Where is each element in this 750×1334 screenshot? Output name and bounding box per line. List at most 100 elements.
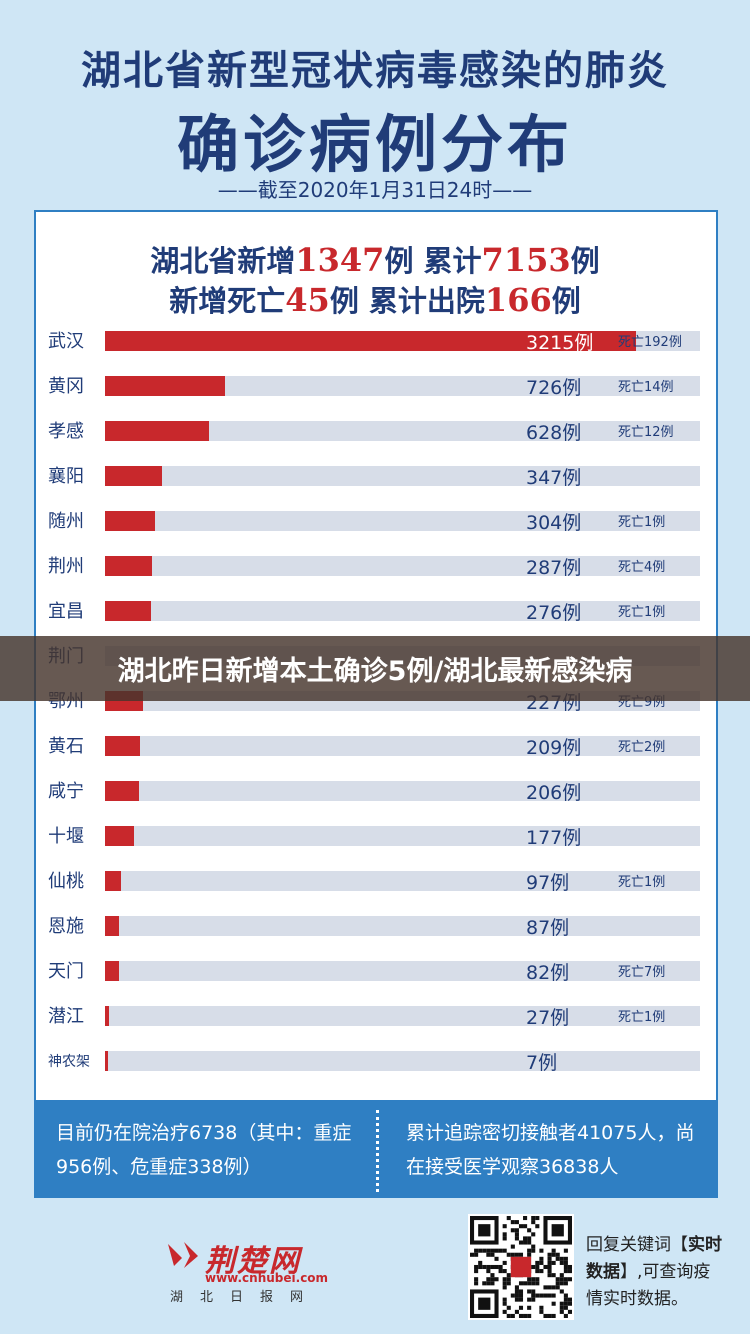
death-count-label: 死亡1例 xyxy=(618,515,666,530)
city-label: 十堰 xyxy=(48,826,84,847)
info-divider xyxy=(376,1110,379,1192)
city-label: 荆州 xyxy=(48,556,84,577)
case-count-label: 347例 xyxy=(526,467,582,489)
city-label: 宜昌 xyxy=(48,601,84,622)
new-deaths: 45 xyxy=(285,281,330,319)
case-count-label: 97例 xyxy=(526,872,570,894)
bar-row: 咸宁 206例 xyxy=(0,781,750,826)
bar-row: 武汉 3215例 死亡192例 xyxy=(0,331,750,376)
hospital-info: 目前仍在院治疗6738（其中：重症956例、危重症338例） xyxy=(56,1122,352,1178)
bar-track xyxy=(105,916,700,936)
bar xyxy=(105,781,140,801)
case-count-label: 304例 xyxy=(526,512,582,534)
logo-subtitle: 湖北日报网 xyxy=(170,1290,321,1305)
death-count-label: 死亡192例 xyxy=(618,335,682,350)
summary-text-e: 例 累计出院 xyxy=(329,284,485,318)
qr-keyword: 实时数据 xyxy=(586,1235,722,1282)
bar-row: 随州 304例 死亡1例 xyxy=(0,511,750,556)
summary-text-f: 例 xyxy=(551,284,581,318)
summary-text-c: 例 xyxy=(570,244,600,278)
bar xyxy=(105,376,225,396)
city-label: 襄阳 xyxy=(48,466,84,487)
discharged: 166 xyxy=(484,281,552,319)
death-count-label: 死亡4例 xyxy=(618,560,666,575)
case-count-label: 276例 xyxy=(526,602,582,624)
city-label: 黄石 xyxy=(48,736,84,757)
bar xyxy=(105,511,156,531)
bar xyxy=(105,736,140,756)
summary-text-d: 新增死亡 xyxy=(169,284,286,318)
summary-text-b: 例 累计 xyxy=(384,244,482,278)
city-label: 潜江 xyxy=(48,1006,84,1027)
bar xyxy=(105,871,122,891)
city-label: 仙桃 xyxy=(48,871,84,892)
bar-row: 天门 82例 死亡7例 xyxy=(0,961,750,1006)
summary-line1: 湖北省新增1347例 累计7153例 xyxy=(0,238,750,280)
bar-row: 恩施 87例 xyxy=(0,916,750,961)
death-count-label: 死亡1例 xyxy=(618,875,666,890)
case-count-label: 7例 xyxy=(526,1052,558,1074)
bar xyxy=(105,601,151,621)
bar-track xyxy=(105,421,700,441)
case-count-label: 177例 xyxy=(526,827,582,849)
death-count-label: 死亡1例 xyxy=(618,605,666,620)
case-count-label: 287例 xyxy=(526,557,582,579)
new-cases: 1347 xyxy=(295,241,385,279)
bar xyxy=(105,961,119,981)
city-label: 神农架 xyxy=(48,1054,90,1070)
bar xyxy=(105,466,163,486)
qr-caption-a: 回复关键词【 xyxy=(586,1235,688,1255)
bar-track xyxy=(105,511,700,531)
bar-row: 黄石 209例 死亡2例 xyxy=(0,736,750,781)
contact-info: 累计追踪密切接触者41075人，尚在接受医学观察36838人 xyxy=(406,1122,695,1178)
death-count-label: 死亡2例 xyxy=(618,740,666,755)
case-count-label: 87例 xyxy=(526,917,570,939)
case-count-label: 726例 xyxy=(526,377,582,399)
case-count-label: 209例 xyxy=(526,737,582,759)
qr-caption: 回复关键词【实时数据】,可查询疫情实时数据。 xyxy=(586,1232,726,1313)
bar-row: 神农架 7例 xyxy=(0,1051,750,1096)
bar-row: 孝感 628例 死亡12例 xyxy=(0,421,750,466)
logo-name: 荆楚网 xyxy=(205,1244,301,1279)
bar-track xyxy=(105,781,700,801)
bar-row: 宜昌 276例 死亡1例 xyxy=(0,601,750,646)
death-count-label: 死亡1例 xyxy=(618,1010,666,1025)
banner-text: 湖北昨日新增本土确诊5例/湖北最新感染病 xyxy=(117,656,633,687)
total-cases: 7153 xyxy=(481,241,571,279)
info-bar: 目前仍在院治疗6738（其中：重症956例、危重症338例） 累计追踪密切接触者… xyxy=(34,1102,718,1198)
bar xyxy=(105,331,637,351)
bar-track xyxy=(105,376,700,396)
bar-track xyxy=(105,736,700,756)
death-count-label: 死亡12例 xyxy=(618,425,674,440)
bar-track xyxy=(105,556,700,576)
bar-track xyxy=(105,871,700,891)
bar-track xyxy=(105,601,700,621)
qr-code-icon[interactable] xyxy=(468,1214,574,1320)
bar xyxy=(105,826,135,846)
bar-track xyxy=(105,1051,700,1071)
bar xyxy=(105,1051,108,1071)
case-count-label: 82例 xyxy=(526,962,570,984)
bar-track xyxy=(105,826,700,846)
title-line1: 湖北省新型冠状病毒感染的肺炎 xyxy=(81,47,669,94)
summary-line2: 新增死亡45例 累计出院166例 xyxy=(0,278,750,320)
bar-row: 黄冈 726例 死亡14例 xyxy=(0,376,750,421)
title-line2: 确诊病例分布 xyxy=(176,108,573,181)
case-count-label: 3215例 xyxy=(526,332,594,354)
death-count-label: 死亡7例 xyxy=(618,965,666,980)
qr-caption-c: 】,可查询疫情实时数据。 xyxy=(586,1262,711,1309)
bar-row: 潜江 27例 死亡1例 xyxy=(0,1006,750,1051)
city-label: 随州 xyxy=(48,511,84,532)
logo-icon xyxy=(168,1242,198,1268)
news-banner[interactable]: 湖北昨日新增本土确诊5例/湖北最新感染病 xyxy=(0,636,750,701)
case-count-label: 206例 xyxy=(526,782,582,804)
case-count-label: 27例 xyxy=(526,1007,570,1029)
death-count-label: 死亡14例 xyxy=(618,380,674,395)
bar-track xyxy=(105,331,700,351)
bar-row: 襄阳 347例 xyxy=(0,466,750,511)
bar-track xyxy=(105,466,700,486)
bar-track xyxy=(105,961,700,981)
bar xyxy=(105,421,209,441)
city-label: 武汉 xyxy=(48,331,84,352)
summary-text-a: 湖北省新增 xyxy=(150,244,296,278)
